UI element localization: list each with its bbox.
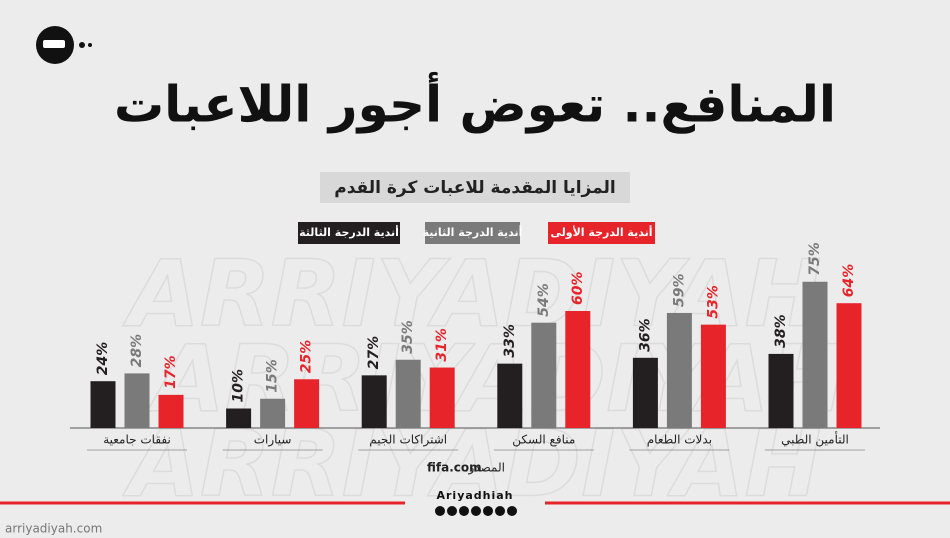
legend-label: أندية الدرجة الثانية (423, 225, 523, 239)
value-label: 10% (231, 369, 247, 403)
bar (768, 353, 794, 428)
value-label: 31% (434, 328, 450, 362)
value-label: 27% (366, 336, 382, 370)
value-label: 54% (536, 283, 552, 317)
value-label: 38% (773, 314, 789, 348)
value-label: 53% (705, 285, 721, 319)
social-icon (495, 506, 505, 516)
source: fifa.com (427, 461, 482, 475)
value-label: 25% (299, 340, 315, 374)
bar (700, 324, 726, 428)
social-icon (459, 506, 469, 516)
value-label: 59% (671, 273, 687, 307)
legend-swatch (425, 222, 520, 244)
legend-label: أندية الدرجة الثالثة (299, 225, 399, 239)
value-label: 33% (502, 324, 518, 358)
value-label: 17% (163, 355, 179, 389)
legend-label: أندية الدرجة الأولى (551, 225, 653, 239)
brand: Ariyadhiah (436, 489, 513, 502)
bar (836, 303, 862, 428)
x-tick-label: بدلات الطعام (647, 433, 712, 447)
source-label: المصدر: (465, 461, 505, 476)
value-label: 28% (129, 334, 145, 368)
bar (294, 379, 320, 428)
subtitle-box (320, 172, 630, 203)
value-label: 36% (637, 318, 653, 352)
bar (260, 398, 286, 428)
value-label: 35% (400, 320, 416, 354)
bar (565, 311, 591, 428)
chart-subtitle: المزايا المقدمة للاعبات كرة القدم (334, 178, 615, 198)
x-tick-label: اشتراكات الجيم (369, 433, 447, 448)
bar (497, 363, 523, 428)
bar (124, 373, 150, 428)
x-tick-label: التأمين الطبي (781, 431, 849, 448)
value-label: 24% (95, 342, 111, 376)
bar (90, 381, 116, 428)
bar (666, 312, 692, 428)
bar (632, 357, 658, 428)
social-icon (483, 506, 493, 516)
legend-swatch (548, 222, 655, 244)
logo-shape (43, 40, 65, 48)
bar (531, 322, 557, 428)
logo-dot (88, 43, 92, 47)
logo-dot (79, 42, 85, 48)
x-tick-label: منافع السكن (512, 433, 575, 448)
x-tick-label: سيارات (254, 433, 292, 448)
value-label: 75% (807, 242, 823, 276)
social-icon (447, 506, 457, 516)
social-icon (435, 506, 445, 516)
bar (226, 408, 252, 428)
value-label: 60% (570, 271, 586, 305)
bar (802, 281, 828, 428)
website: arriyadiyah.com (5, 522, 102, 536)
value-label: 64% (841, 264, 857, 298)
social-icon (507, 506, 517, 516)
logo (36, 26, 92, 64)
social-icons (435, 506, 517, 516)
value-label: 15% (265, 359, 281, 393)
social-icon (471, 506, 481, 516)
bar (429, 367, 455, 428)
x-tick-label: نفقات جامعية (103, 433, 171, 447)
bar (395, 359, 421, 428)
chart-title: المنافع.. تعوض أجور اللاعبات (114, 72, 836, 135)
bar (361, 375, 387, 428)
legend-swatch (298, 222, 400, 244)
bar (158, 394, 184, 428)
